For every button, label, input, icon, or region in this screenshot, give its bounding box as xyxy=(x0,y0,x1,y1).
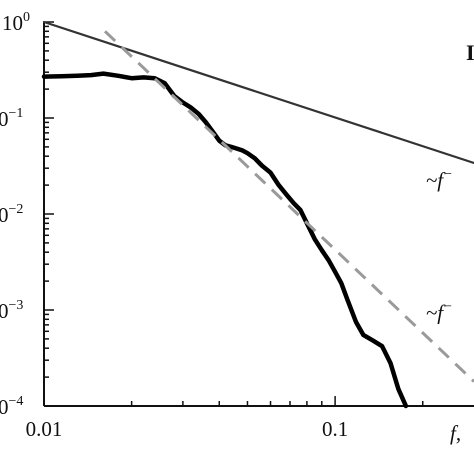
spectrum-curve xyxy=(41,71,409,409)
x-axis-label: f, xyxy=(450,421,461,445)
y-tick-label: 0−3 xyxy=(0,298,23,323)
y-tick-label: 0−2 xyxy=(0,202,23,227)
power-law-line xyxy=(42,20,474,165)
power-law-dashed-line xyxy=(103,30,474,383)
slope-annotation: ~f− xyxy=(426,299,453,324)
plot-area xyxy=(43,22,474,407)
panel-label: I xyxy=(466,40,474,65)
series-layer xyxy=(41,20,474,409)
x-tick-label: 0.01 xyxy=(26,417,63,441)
y-tick-label: 0−4 xyxy=(0,394,23,419)
annotation-layer: ~f− ~f− xyxy=(426,167,453,324)
slope-annotation: ~f− xyxy=(426,167,453,192)
y-tick-label: 100 xyxy=(2,10,30,35)
y-tick-label: 0−1 xyxy=(0,106,23,131)
y-axis-ticks: 100 0−1 0−2 0−3 0−4 xyxy=(0,10,54,419)
x-tick-label: 0.1 xyxy=(322,417,348,441)
x-axis-ticks: 0.01 0.1 xyxy=(26,396,424,441)
